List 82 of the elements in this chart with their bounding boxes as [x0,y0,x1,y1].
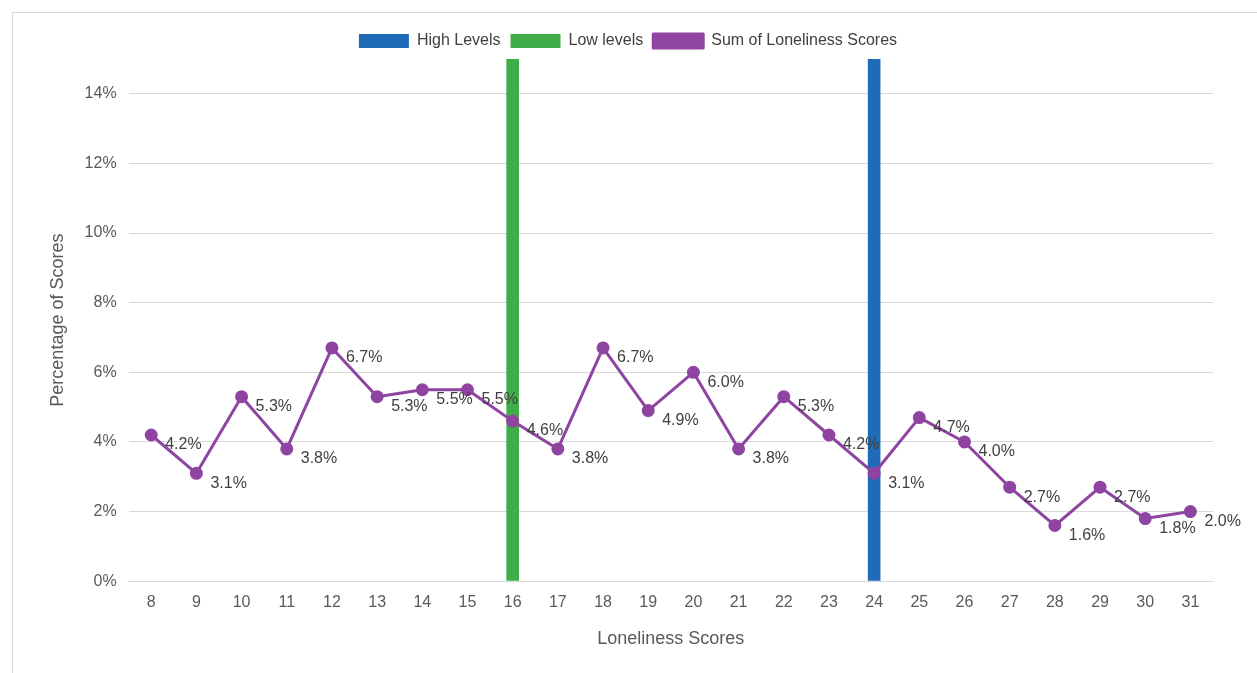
point [506,414,520,428]
data-label: 4.7% [933,417,970,435]
y-tick-label: 12% [84,153,117,171]
x-tick-label: 12 [323,593,341,611]
point [370,390,384,404]
x-tick-label: 22 [774,593,793,611]
point [189,466,203,480]
point [912,411,926,425]
legend-label: Sum of Loneliness Scores [711,31,898,49]
x-tick-label: 16 [503,593,522,611]
data-label: 3.8% [752,449,790,467]
y-tick-label: 4% [93,432,117,450]
point [596,341,610,355]
y-tick-label: 14% [84,84,117,102]
point [958,435,971,449]
x-tick-label: 24 [865,593,884,611]
x-tick-label: 29 [1091,593,1110,611]
x-tick-label: 28 [1045,593,1064,611]
point [732,442,746,456]
x-tick-label: 23 [820,593,838,611]
x-tick-label: 13 [368,593,387,611]
x-tick-label: 30 [1136,593,1155,611]
data-label: 3.8% [571,449,609,467]
data-label: 4.2% [165,435,202,453]
point [551,442,565,456]
x-tick-label: 15 [458,593,477,611]
x-tick-label: 20 [684,593,703,611]
data-label: 3.1% [888,473,925,491]
point [235,390,249,404]
x-tick-label: 31 [1181,593,1200,611]
data-label: 6.7% [617,348,654,366]
x-tick-label: 25 [910,593,929,611]
x-tick-label: 19 [639,593,658,611]
y-tick-label: 10% [84,223,117,241]
data-label: 4.6% [526,421,564,439]
y-axis-title: Percentage of Scores [46,233,67,407]
point [325,341,339,355]
data-label: 5.3% [391,397,428,415]
data-label: 4.9% [662,411,699,429]
legend-label: Low levels [568,31,644,49]
data-label: 5.3% [797,397,835,415]
x-tick-label: 9 [191,593,201,611]
x-axis-title: Loneliness Scores [597,628,745,649]
point [1138,512,1152,526]
x-tick-label: 26 [955,593,974,611]
data-label: 6.7% [345,348,383,366]
y-tick-label: 0% [93,571,117,589]
y-tick-label: 8% [93,293,117,311]
point [415,383,429,397]
data-label: 3.1% [210,473,247,491]
data-label: 1.6% [1068,525,1106,543]
point [822,428,836,442]
data-label: 6.0% [707,372,744,390]
point [144,428,158,442]
point [777,390,791,404]
data-label: 4.0% [978,442,1015,460]
data-label: 1.8% [1159,518,1196,536]
point [1183,505,1197,519]
y-tick-label: 6% [93,362,117,380]
data-label: 2.7% [1023,487,1061,505]
data-label: 2.7% [1114,487,1151,505]
point [1093,480,1107,494]
point [641,404,655,418]
data-label: 2.0% [1204,511,1241,529]
data-label: 3.8% [300,449,338,467]
x-tick-label: 27 [1000,593,1019,611]
point [1048,519,1062,532]
y-tick-label: 2% [93,501,117,519]
x-tick-label: 8 [146,593,156,611]
point [867,466,881,480]
point [686,365,700,379]
x-tick-label: 21 [729,593,748,611]
x-tick-label: 11 [278,593,296,611]
point [280,442,294,456]
x-tick-label: 14 [413,593,432,611]
data-label: 5.5% [436,390,473,408]
data-label: 5.3% [255,397,293,415]
point [1003,480,1017,494]
legend-label: High Levels [416,31,501,49]
x-tick-label: 10 [232,593,251,611]
x-tick-label: 17 [548,593,567,611]
x-tick-label: 18 [594,593,613,611]
